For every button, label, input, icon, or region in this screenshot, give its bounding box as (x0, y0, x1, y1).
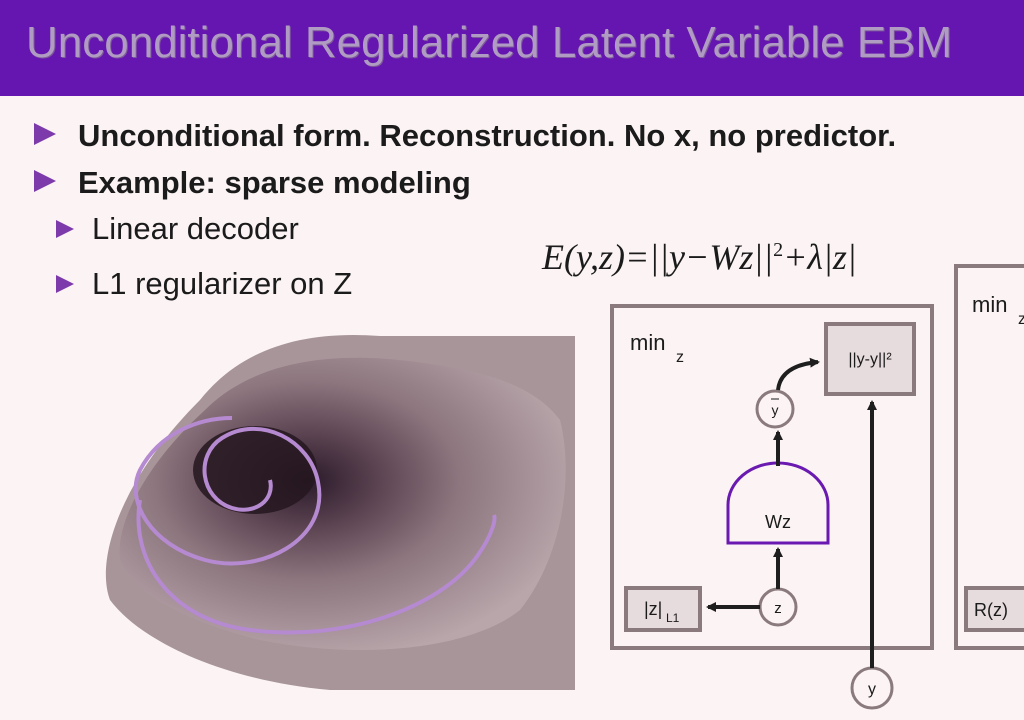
arrow-ybar-to-cost (776, 357, 820, 391)
right-diagram-frame (954, 264, 1024, 650)
bullet-1-text: Unconditional form. Reconstruction. No x… (78, 118, 897, 153)
decoder-label: Wz (765, 512, 791, 532)
formula-exponent: 2 (773, 239, 784, 261)
z-label: z (774, 600, 782, 617)
right-regularizer-box (964, 586, 1024, 632)
title-bar: Unconditional Regularized Latent Variabl… (0, 0, 1024, 96)
sub-bullet-arrow-icon (56, 220, 74, 238)
min-subscript: z (676, 349, 684, 366)
bullet-2-text: Example: sparse modeling (78, 165, 471, 200)
sub-bullet-2-text: L1 regularizer on Z (92, 266, 353, 301)
slide-title: Unconditional Regularized Latent Variabl… (26, 18, 953, 67)
bullet-arrow-icon (34, 170, 56, 192)
right-min-label: min (972, 292, 1007, 317)
regularizer-subscript: L1 (666, 611, 680, 625)
regularizer-label: |z| (644, 599, 662, 619)
decoder-block (726, 461, 830, 545)
regularizer-box (624, 586, 702, 632)
min-label: min (630, 330, 665, 355)
cost-label: ||y-y||² (848, 351, 892, 368)
diagram-frame (610, 304, 934, 650)
ybar-label: y (772, 402, 779, 418)
cost-box (824, 322, 916, 396)
right-regularizer-label: R(z) (974, 600, 1008, 620)
spiral-manifold (133, 416, 322, 566)
sparse-density-image (105, 334, 576, 690)
ybar-node (755, 389, 795, 429)
spiral-tail (136, 499, 497, 635)
bullet-arrow-icon (34, 123, 56, 145)
right-min-subscript: z (1018, 311, 1024, 328)
sub-bullet-1-text: Linear decoder (92, 211, 299, 246)
energy-formula: E(y,z)=||y−Wz||2+λ|z| (542, 236, 857, 278)
y-label: y (868, 681, 876, 698)
formula-rhs-b: +λ|z| (783, 237, 857, 277)
formula-lhs: E(y,z)= (542, 237, 650, 277)
formula-rhs-a: ||y−Wz|| (649, 237, 774, 277)
sub-bullet-arrow-icon (56, 275, 74, 293)
